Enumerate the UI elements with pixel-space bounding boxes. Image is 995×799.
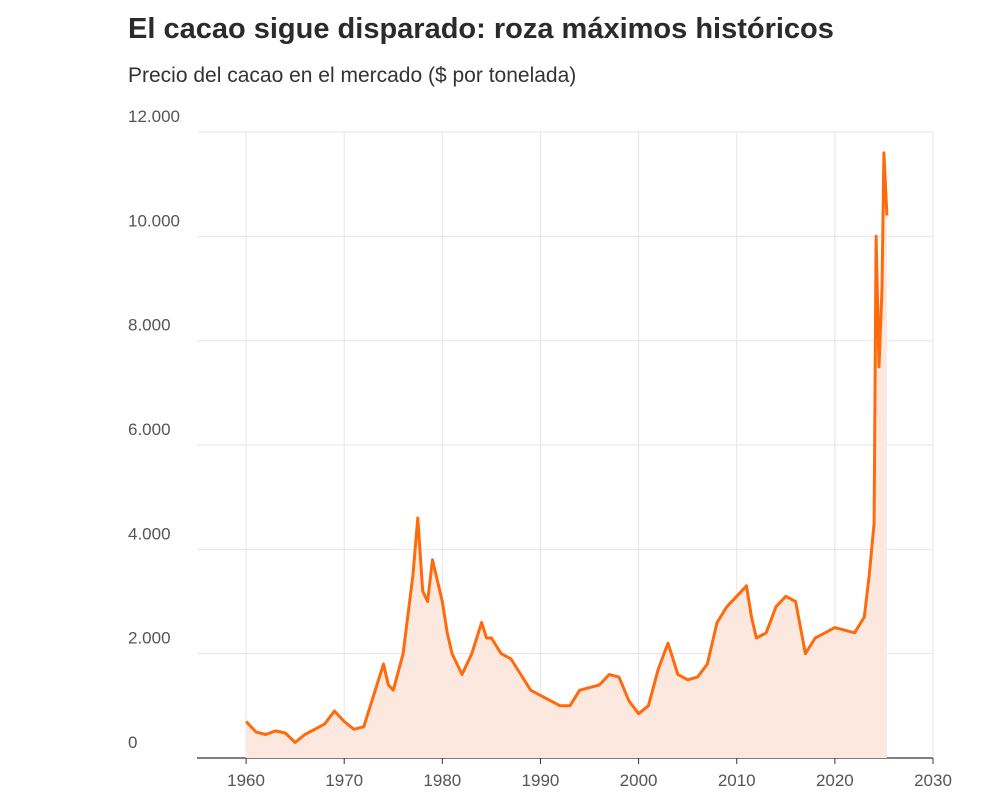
line: [245, 151, 889, 744]
y-tick-label: 8.000: [128, 316, 171, 335]
x-tick-label: 1980: [423, 771, 461, 790]
x-tick-label: 1960: [227, 771, 265, 790]
x-tick-label: 2030: [914, 771, 952, 790]
x-tick-label: 2010: [718, 771, 756, 790]
y-tick-label: 10.000: [128, 211, 180, 230]
area: [246, 152, 887, 758]
chart-subtitle: Precio del cacao en el mercado ($ por to…: [128, 64, 576, 87]
x-tick-label: 1970: [325, 771, 363, 790]
y-tick-label: 6.000: [128, 420, 171, 439]
y-tick-label: 2.000: [128, 629, 171, 648]
x-tick-label: 2000: [620, 771, 658, 790]
y-tick-label: 12.000: [128, 107, 180, 126]
x-tick-label: 1990: [522, 771, 560, 790]
y-tick-label: 0: [128, 733, 137, 752]
chart-title: El cacao sigue disparado: roza máximos h…: [128, 13, 834, 45]
y-tick-label: 4.000: [128, 524, 171, 543]
x-tick-label: 2020: [816, 771, 854, 790]
